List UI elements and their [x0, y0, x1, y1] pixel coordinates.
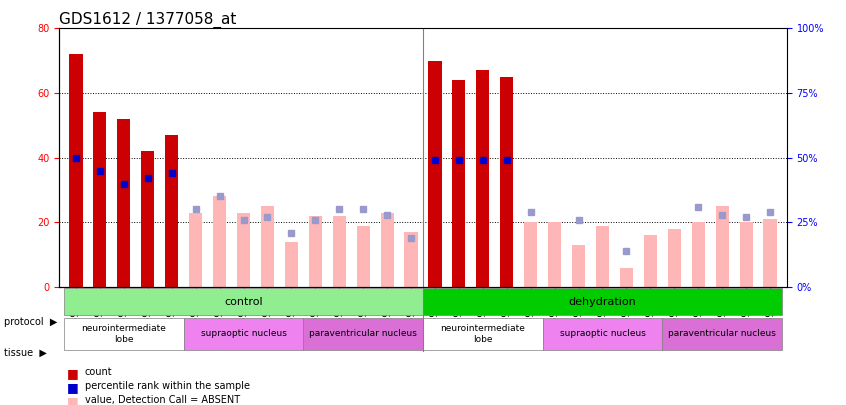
Bar — [261, 206, 274, 287]
Bar — [189, 213, 202, 287]
Text: value, Detection Call = ABSENT: value, Detection Call = ABSENT — [85, 394, 239, 405]
Bar — [572, 245, 585, 287]
Bar — [69, 54, 83, 287]
Bar — [165, 135, 179, 287]
Text: supraoptic nucleus: supraoptic nucleus — [201, 329, 287, 338]
FancyBboxPatch shape — [64, 288, 423, 315]
Text: control: control — [224, 296, 263, 307]
Bar — [525, 222, 537, 287]
Text: protocol  ▶: protocol ▶ — [4, 317, 58, 327]
FancyBboxPatch shape — [542, 318, 662, 350]
Bar — [285, 242, 298, 287]
Bar — [356, 226, 370, 287]
FancyBboxPatch shape — [423, 318, 542, 350]
Bar — [763, 219, 777, 287]
Bar — [453, 80, 465, 287]
FancyBboxPatch shape — [184, 318, 304, 350]
Text: paraventricular nucleus: paraventricular nucleus — [310, 329, 417, 338]
FancyBboxPatch shape — [64, 318, 184, 350]
Bar — [476, 70, 490, 287]
Bar — [309, 216, 321, 287]
Bar — [620, 268, 633, 287]
Bar — [548, 222, 561, 287]
Bar — [716, 206, 728, 287]
Text: tissue  ▶: tissue ▶ — [4, 347, 47, 357]
FancyBboxPatch shape — [662, 318, 782, 350]
Text: supraoptic nucleus: supraoptic nucleus — [559, 329, 645, 338]
FancyBboxPatch shape — [423, 288, 782, 315]
Bar — [237, 213, 250, 287]
Bar — [213, 196, 226, 287]
Bar — [667, 229, 681, 287]
Text: neurointermediate
lobe: neurointermediate lobe — [441, 324, 525, 343]
Bar — [381, 213, 393, 287]
Text: neurointermediate
lobe: neurointermediate lobe — [81, 324, 167, 343]
Text: ■: ■ — [67, 381, 78, 394]
Bar — [428, 61, 442, 287]
Text: ■: ■ — [67, 367, 78, 380]
Text: ■: ■ — [67, 394, 78, 405]
Bar — [596, 226, 609, 287]
FancyBboxPatch shape — [304, 318, 423, 350]
Text: dehydration: dehydration — [569, 296, 636, 307]
Bar — [739, 222, 753, 287]
Text: count: count — [85, 367, 113, 377]
Bar — [118, 119, 130, 287]
Bar — [93, 113, 107, 287]
Bar — [332, 216, 346, 287]
Text: GDS1612 / 1377058_at: GDS1612 / 1377058_at — [59, 12, 237, 28]
Bar — [692, 222, 705, 287]
Text: percentile rank within the sample: percentile rank within the sample — [85, 381, 250, 391]
Text: paraventricular nucleus: paraventricular nucleus — [668, 329, 776, 338]
Bar — [404, 232, 418, 287]
Bar — [644, 235, 657, 287]
Bar — [500, 77, 514, 287]
Bar — [141, 151, 154, 287]
